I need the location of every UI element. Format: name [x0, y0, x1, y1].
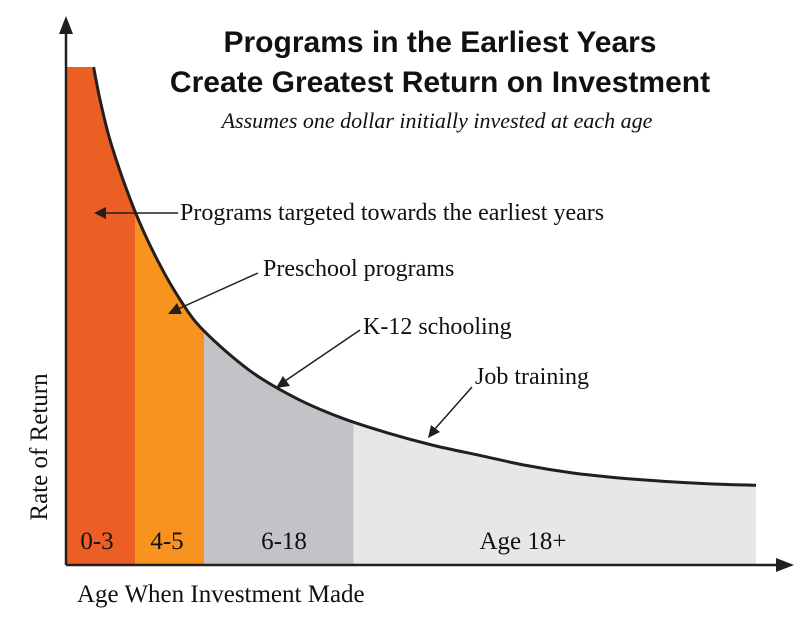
annotation-preschool: Preschool programs — [263, 256, 454, 282]
arrow-job-training — [433, 386, 473, 431]
segment-areas — [66, 67, 756, 566]
y-axis-arrowhead — [59, 16, 73, 34]
arrowhead-earliest-years — [94, 207, 106, 219]
annotation-k12: K-12 schooling — [363, 314, 512, 340]
arrowhead-preschool — [168, 303, 182, 314]
annotation-earliest-years: Programs targeted towards the earliest y… — [180, 200, 604, 226]
x-axis-arrowhead — [776, 558, 794, 572]
arrow-preschool — [177, 272, 259, 310]
chart-subtitle: Assumes one dollar initially invested at… — [220, 108, 653, 133]
axes — [59, 16, 794, 572]
segment-area-age-18- — [353, 421, 756, 565]
annotations: Programs targeted towards the earliest y… — [94, 200, 604, 438]
chart-title-line-1: Programs in the Earliest Years — [224, 26, 657, 59]
arrowhead-k12 — [276, 376, 290, 388]
arrow-k12 — [284, 329, 361, 382]
segment-area-6-18 — [204, 330, 354, 565]
y-axis-label: Rate of Return — [26, 373, 53, 521]
x-axis-label: Age When Investment Made — [77, 581, 365, 608]
arrowhead-job-training — [428, 425, 440, 438]
category-label-0-3: 0-3 — [80, 528, 113, 555]
chart-title-line-2: Create Greatest Return on Investment — [170, 66, 710, 99]
category-label-age-18-plus: Age 18+ — [480, 528, 567, 555]
return-curve — [92, 66, 757, 487]
segment-area-4-5 — [135, 211, 204, 566]
category-label-4-5: 4-5 — [150, 528, 183, 555]
annotation-job-training: Job training — [475, 364, 589, 390]
category-label-6-18: 6-18 — [261, 528, 307, 555]
segment-area-0-3 — [66, 67, 135, 565]
